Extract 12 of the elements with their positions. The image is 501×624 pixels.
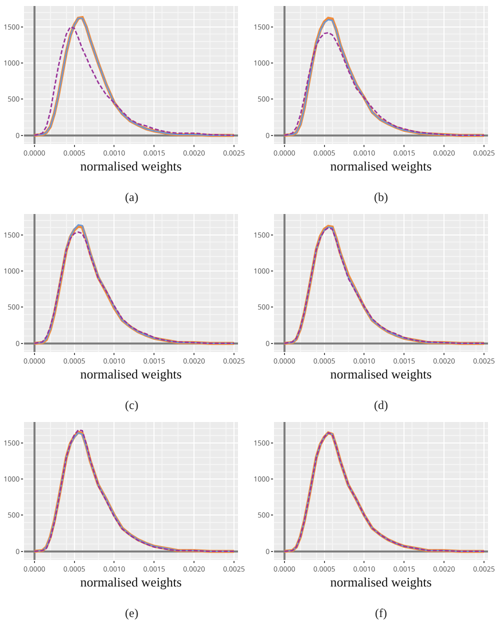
- text: (a): [125, 190, 138, 204]
- text: (f): [375, 606, 387, 620]
- text: (c): [125, 398, 138, 412]
- x-axis-title: normalised weights: [80, 158, 182, 174]
- x-axis-title: normalised weights: [330, 574, 432, 590]
- text: (b): [374, 190, 388, 204]
- x-axis-title: normalised weights: [330, 366, 432, 382]
- x-axis-title: normalised weights: [80, 574, 182, 590]
- x-axis-title: normalised weights: [330, 158, 432, 174]
- x-axis-title: normalised weights: [80, 366, 182, 382]
- text: (d): [374, 398, 388, 412]
- text: (e): [125, 606, 138, 620]
